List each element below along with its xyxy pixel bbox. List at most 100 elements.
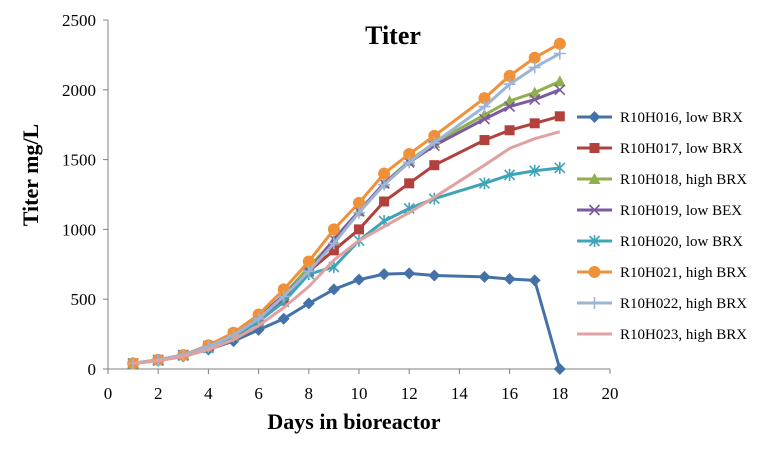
series-layer (127, 37, 566, 375)
series-6 (127, 47, 566, 370)
y-axis-title: Titer mg/L (18, 124, 43, 226)
y-tick-label: 2000 (62, 81, 96, 100)
data-point (554, 84, 566, 96)
series-line (132, 130, 561, 365)
data-point (354, 224, 364, 235)
legend-label: R10H019, low BEX (620, 203, 742, 219)
y-tick-label: 0 (88, 360, 97, 379)
data-point (553, 37, 566, 50)
legend: R10H016, low BRX R10H017, low BRX R10H018,… (577, 110, 747, 343)
legend-label: R10H018, high BRX (620, 172, 747, 188)
series-line (132, 114, 561, 365)
legend-marker (588, 204, 601, 216)
data-point (528, 274, 541, 287)
legend-entry: R10H016, low BRX (577, 110, 743, 126)
x-tick-label: 14 (451, 384, 469, 403)
legend-marker (588, 266, 601, 278)
series-0 (127, 267, 566, 375)
data-point (353, 196, 365, 209)
y-tick-label: 1500 (62, 151, 96, 170)
data-point (504, 100, 516, 113)
data-point (554, 111, 565, 122)
data-point (504, 168, 516, 181)
x-tick-label: 20 (602, 384, 619, 403)
legend-entry: R10H019, low BEX (577, 203, 742, 219)
data-point (302, 297, 315, 310)
data-point (553, 75, 566, 87)
legend-marker (588, 297, 601, 309)
data-point (553, 363, 566, 375)
series-1 (128, 111, 565, 369)
data-point (403, 267, 416, 280)
data-point (404, 178, 415, 189)
y-tick-label: 500 (71, 290, 97, 309)
data-point (277, 290, 290, 303)
data-point (429, 160, 440, 171)
legend-label: R10H023, high BRX (620, 327, 747, 343)
legend-entry: R10H022, high BRX (577, 296, 747, 312)
legend-entry: R10H017, low BRX (577, 141, 743, 157)
legend-marker (588, 235, 601, 247)
legend-label: R10H017, low BRX (620, 141, 743, 157)
legend-label: R10H016, low BRX (620, 110, 743, 126)
legend-entry: R10H020, low BRX (577, 234, 743, 250)
series-line (132, 271, 562, 370)
legend-entry: R10H021, high BRX (577, 265, 747, 281)
data-point (327, 283, 340, 296)
legend-marker (588, 173, 601, 184)
x-tick-label: 2 (154, 384, 163, 403)
data-point (554, 161, 566, 174)
series-5 (127, 37, 566, 370)
data-point (528, 86, 541, 98)
x-tick-label: 10 (351, 384, 368, 403)
x-tick-label: 18 (551, 384, 568, 403)
data-point (478, 113, 491, 125)
data-point (353, 206, 365, 219)
x-tick-label: 0 (104, 384, 113, 403)
data-point (403, 156, 416, 169)
data-point (503, 69, 516, 82)
series-line (132, 52, 561, 365)
data-point (277, 312, 290, 325)
data-point (528, 61, 541, 74)
series-line (132, 42, 561, 365)
y-tick-label: 1000 (62, 220, 96, 239)
legend-label: R10H021, high BRX (620, 265, 747, 281)
legend-marker (589, 143, 600, 153)
y-tick-label: 2500 (62, 11, 96, 30)
data-point (428, 136, 441, 149)
data-point (378, 268, 391, 281)
series-line (132, 166, 560, 365)
data-point (553, 47, 566, 60)
data-point (428, 269, 441, 282)
x-axis-title: Days in bioreactor (267, 409, 440, 434)
x-tick-label: 4 (204, 384, 213, 403)
data-point (252, 312, 265, 325)
axes: 0 500 1000 1500 2000 2500 0 2 4 6 8 10 12 14 16 18 20 (62, 11, 619, 403)
legend-label: R10H020, low BRX (620, 234, 743, 250)
data-point (478, 100, 491, 113)
data-point (327, 223, 340, 236)
data-point (302, 265, 315, 278)
x-tick-label: 16 (501, 384, 518, 403)
data-point (528, 51, 541, 64)
data-point (353, 273, 365, 286)
legend-label: R10H022, high BRX (620, 296, 747, 312)
series-line (132, 80, 561, 365)
data-point (529, 94, 541, 106)
x-tick-label: 8 (305, 384, 314, 403)
data-point (529, 164, 541, 177)
series-7 (132, 130, 561, 365)
data-point (328, 245, 339, 256)
x-tick-label: 6 (254, 384, 263, 403)
chart-title: Titer (365, 21, 421, 50)
legend-entry: R10H023, high BRX (577, 327, 747, 343)
legend-marker (588, 111, 601, 123)
data-point (378, 167, 391, 180)
data-point (478, 270, 491, 283)
data-point (504, 125, 515, 136)
series-2 (127, 75, 566, 369)
legend-entry: R10H018, high BRX (577, 172, 747, 188)
data-point (478, 177, 491, 190)
